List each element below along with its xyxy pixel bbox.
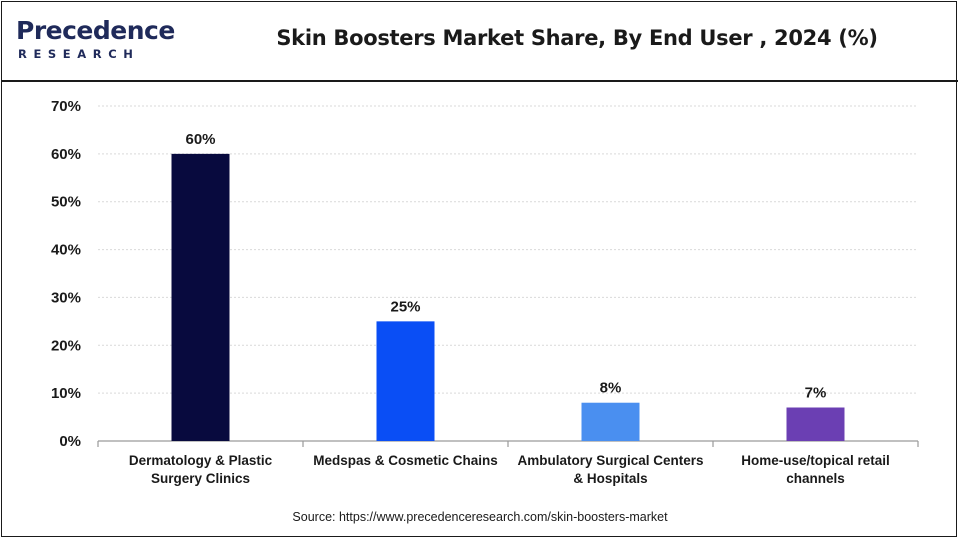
- labels: 0% 10% 20% 30% 40% 50% 60% 70% 60% Dermatology & …: [51, 98, 890, 486]
- x-category-label: Ambulatory Surgical Centers & Hospitals: [517, 453, 703, 486]
- gridlines: [98, 105, 918, 394]
- y-tick-label: 50%: [51, 194, 81, 211]
- bar: [171, 153, 230, 441]
- x-category-label: Medspas & Cosmetic Chains: [313, 453, 498, 468]
- bar-value-label: 60%: [185, 131, 215, 148]
- x-category-label-line: Surgery Clinics: [151, 471, 250, 486]
- bars: [171, 153, 845, 441]
- y-tick-label: 70%: [51, 98, 81, 115]
- x-category-label-line: Home-use/topical retail: [741, 453, 890, 468]
- x-category-label-line: Dermatology & Plastic: [129, 453, 273, 468]
- y-tick-label: 20%: [51, 337, 81, 354]
- bar-value-label: 8%: [600, 380, 622, 397]
- header: Precedence RESEARCH Skin Boosters Market…: [2, 2, 958, 82]
- x-category-label-line: Ambulatory Surgical Centers: [517, 453, 703, 468]
- bar-value-label: 25%: [390, 298, 420, 315]
- axes: [97, 440, 919, 447]
- x-category-label-line: & Hospitals: [573, 471, 647, 486]
- brand-logo: Precedence RESEARCH: [16, 16, 176, 66]
- bar: [786, 407, 845, 441]
- brand-subname: RESEARCH: [18, 47, 140, 61]
- source-note: Source: https://www.precedenceresearch.c…: [292, 510, 668, 524]
- x-category-label-line: Medspas & Cosmetic Chains: [313, 453, 498, 468]
- bar: [581, 402, 640, 441]
- x-category-label-line: channels: [786, 471, 845, 486]
- y-tick-label: 40%: [51, 242, 81, 259]
- brand-name: Precedence: [16, 16, 175, 45]
- y-tick-label: 60%: [51, 146, 81, 163]
- bar: [376, 321, 435, 441]
- y-tick-label: 0%: [59, 433, 81, 450]
- x-category-label: Home-use/topical retail channels: [741, 453, 890, 486]
- bar-value-label: 7%: [805, 385, 827, 402]
- chart-title: Skin Boosters Market Share, By End User …: [276, 26, 878, 50]
- y-tick-label: 30%: [51, 289, 81, 306]
- x-category-label: Dermatology & Plastic Surgery Clinics: [129, 453, 273, 486]
- y-tick-label: 10%: [51, 385, 81, 402]
